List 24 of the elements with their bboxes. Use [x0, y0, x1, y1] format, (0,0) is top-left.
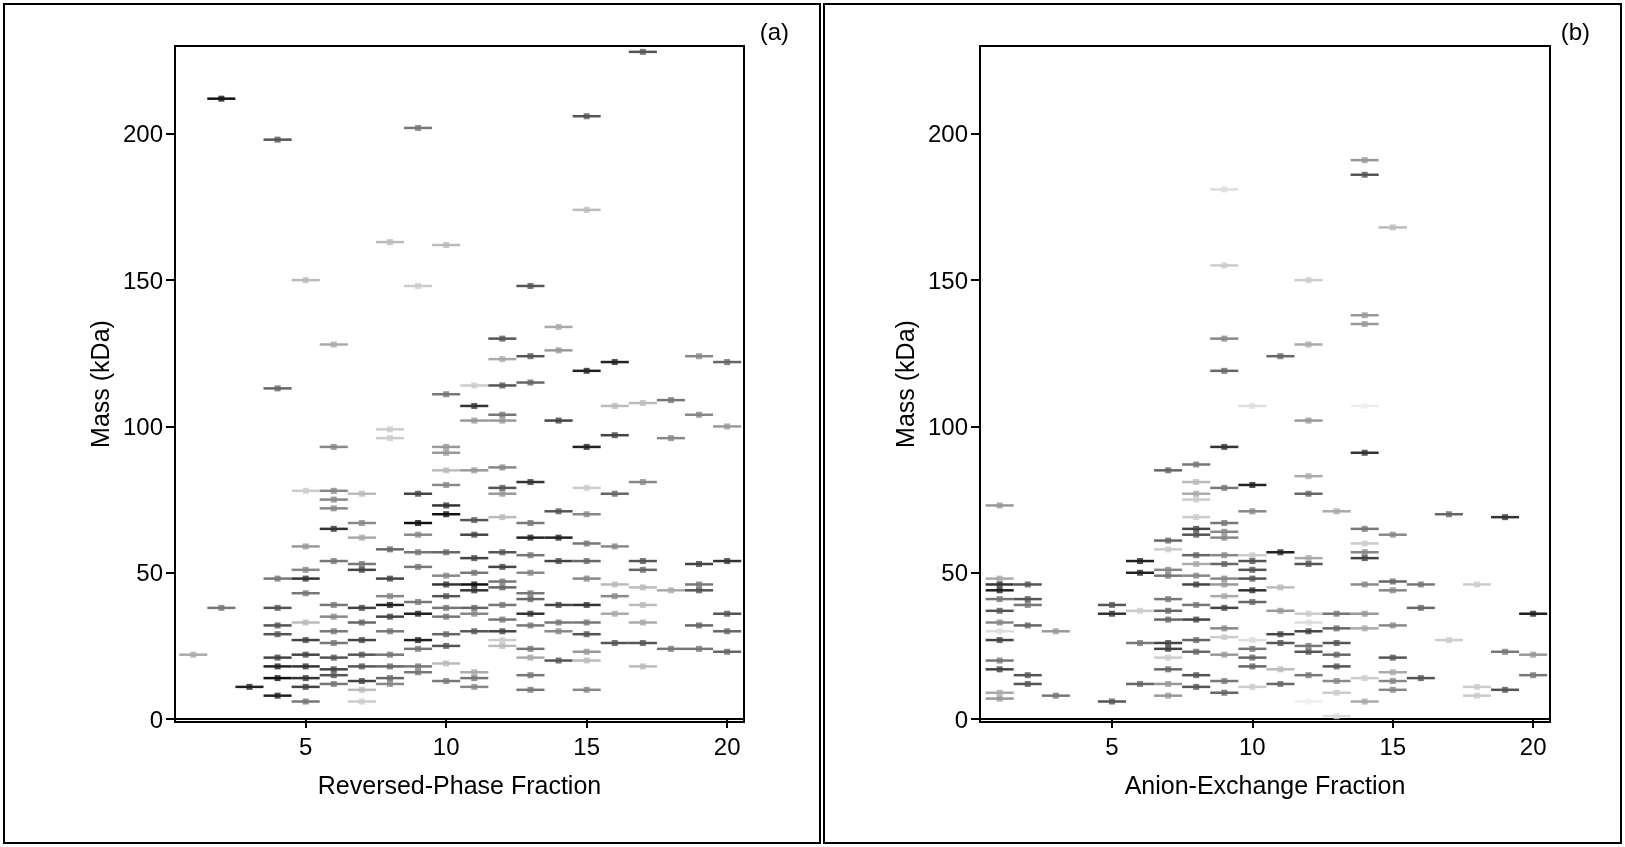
x-axis-title: Reversed-Phase Fraction — [317, 770, 602, 799]
text: (a) — [759, 17, 790, 45]
y-tick-label: 150 — [927, 266, 968, 294]
y-tick-label: 150 — [122, 266, 163, 294]
y-tick-label: 100 — [927, 412, 968, 440]
x-tick-label: 5 — [298, 732, 313, 760]
x-tick-label: 15 — [573, 732, 600, 760]
x-tick-label: 15 — [1379, 732, 1407, 760]
x-tick-label: 5 — [1105, 732, 1119, 760]
y-tick-label: 200 — [122, 120, 163, 148]
x-tick-label: 20 — [713, 732, 741, 760]
text: (b) — [1560, 17, 1591, 45]
y-tick-label: 200 — [927, 120, 968, 148]
x-axis-title: Anion-Exchange Fraction — [1124, 770, 1406, 799]
x-tick-label: 20 — [1519, 732, 1547, 760]
y-tick-label: 100 — [122, 412, 163, 440]
y-tick-label: 50 — [941, 559, 968, 587]
y-tick-label: 50 — [136, 559, 163, 587]
y-axis-title: Mass (kDa) — [85, 320, 114, 448]
y-axis-title: Mass (kDa) — [890, 320, 919, 448]
x-tick-label: 10 — [432, 732, 460, 760]
y-tick-label: 0 — [149, 705, 163, 733]
y-tick-label: 0 — [954, 705, 968, 733]
x-tick-label: 10 — [1239, 732, 1266, 760]
